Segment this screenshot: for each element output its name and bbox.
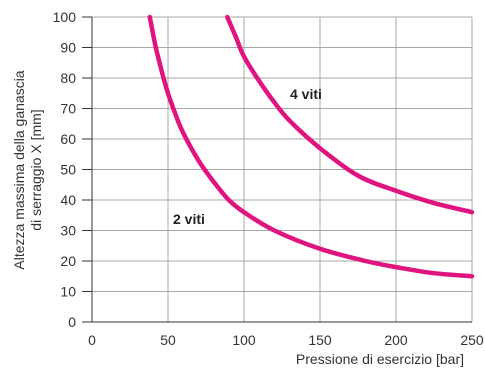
y-tick-label-70: 70 <box>60 101 76 117</box>
x-tick-label-150: 150 <box>308 332 332 348</box>
axes <box>82 16 472 323</box>
series-labels: 2 viti 4 viti <box>173 86 322 227</box>
y-axis-label-line-2: di serraggio X [mm] <box>28 109 44 230</box>
x-axis-label: Pressione di esercizio [bar] <box>296 351 464 367</box>
x-tick-label-50: 50 <box>160 332 176 348</box>
x-tick-labels: 0 50 100 150 200 250 <box>88 332 484 348</box>
y-tick-label-30: 30 <box>60 223 76 239</box>
y-tick-label-50: 50 <box>60 162 76 178</box>
y-tick-label-100: 100 <box>53 9 77 25</box>
x-tick-label-250: 250 <box>460 332 484 348</box>
y-axis-label: Altezza massima della ganascia di serrag… <box>11 70 44 269</box>
y-tick-label-40: 40 <box>60 192 76 208</box>
series-line-4-viti <box>225 14 475 215</box>
series-label-4-viti: 4 viti <box>290 86 322 102</box>
y-tick-labels: 0 10 20 30 40 50 60 70 80 90 100 <box>53 9 77 330</box>
y-tick-label-20: 20 <box>60 253 76 269</box>
y-tick-label-10: 10 <box>60 284 76 300</box>
y-axis-label-line-1: Altezza massima della ganascia <box>11 70 27 269</box>
y-tick-label-90: 90 <box>60 40 76 56</box>
x-tick-label-0: 0 <box>88 332 96 348</box>
y-tick-label-60: 60 <box>60 131 76 147</box>
x-tick-label-100: 100 <box>232 332 256 348</box>
series-line-2-viti <box>147 14 475 279</box>
y-tick-label-80: 80 <box>60 70 76 86</box>
series-label-2-viti: 2 viti <box>173 211 205 227</box>
y-tick-label-0: 0 <box>68 314 76 330</box>
series-lines <box>147 14 475 279</box>
x-tick-label-200: 200 <box>384 332 408 348</box>
grid <box>92 16 473 322</box>
